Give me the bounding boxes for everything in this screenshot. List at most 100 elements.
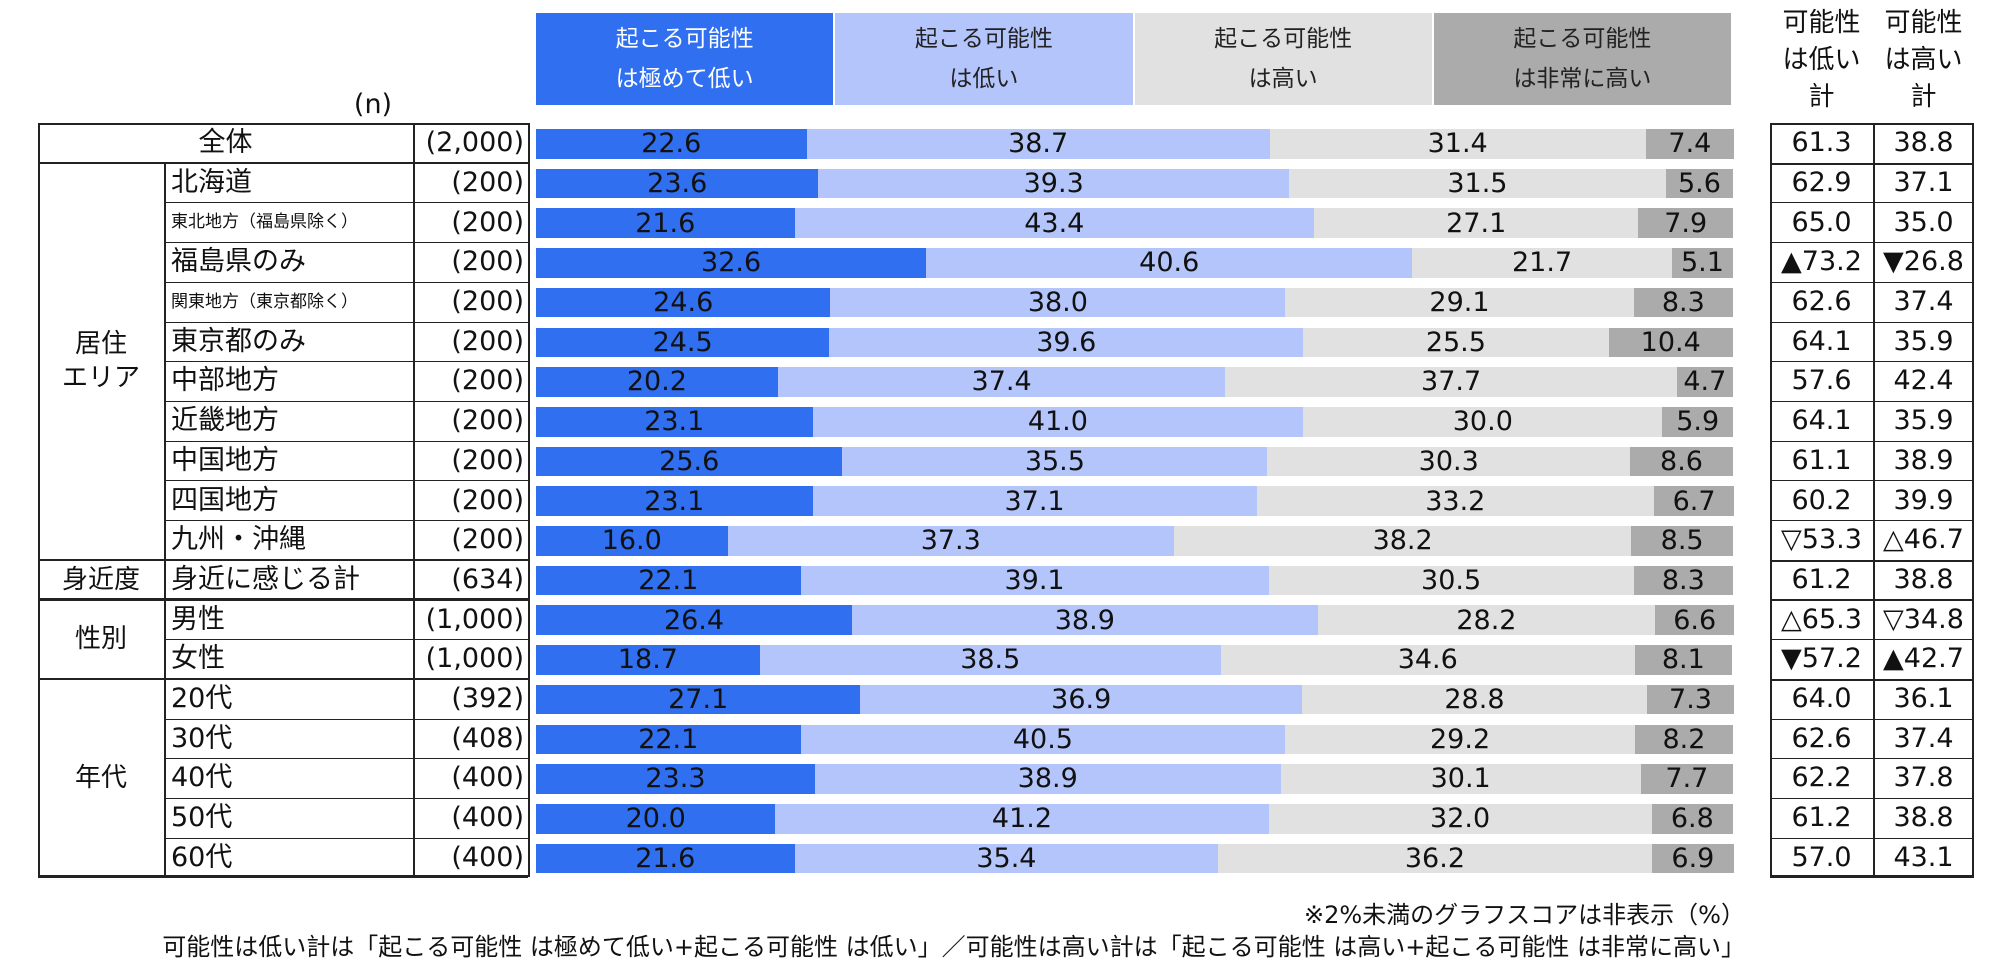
totals-row-separator	[1770, 162, 1974, 165]
bar-segment	[806, 129, 1270, 159]
group-separator	[38, 598, 528, 601]
bar-segment	[536, 645, 760, 675]
value-label: 37.4	[971, 366, 1032, 398]
row-label: 東京都のみ	[171, 325, 306, 357]
totals-row-separator	[1770, 361, 1974, 363]
bar-segment	[1174, 526, 1632, 556]
value-label: 38.9	[1017, 763, 1078, 795]
total-value: 35.9	[1893, 325, 1954, 357]
value-label: 36.9	[1051, 684, 1112, 716]
value-label: 5.6	[1677, 167, 1721, 199]
total-value: ▲73.2	[1781, 246, 1862, 278]
value-label: 23.6	[647, 167, 708, 199]
total-value: 35.0	[1893, 206, 1954, 238]
value-label: 38.5	[960, 644, 1021, 676]
bar-segment	[536, 168, 819, 199]
value-label: 8.2	[1662, 723, 1706, 755]
group-label: 性別	[74, 624, 127, 655]
totals-row-separator	[1770, 718, 1974, 720]
totals-border	[1770, 875, 1974, 879]
bar-segment	[926, 248, 1413, 278]
table-border	[38, 875, 528, 879]
total-value: 38.8	[1893, 563, 1954, 595]
bar-segment	[818, 168, 1289, 199]
row-separator	[164, 758, 528, 760]
value-label: 22.1	[638, 723, 699, 755]
total-value: 61.2	[1791, 563, 1852, 595]
n-label: (200)	[451, 166, 524, 198]
value-label: 8.6	[1660, 445, 1703, 477]
value-label: 8.1	[1661, 644, 1705, 676]
value-label: 22.1	[638, 564, 699, 596]
n-label: (634)	[451, 563, 524, 595]
row-label: 50代	[171, 802, 233, 834]
row-label: 全体	[198, 127, 253, 159]
bar-segment	[1655, 605, 1735, 636]
value-label: 28.8	[1444, 684, 1505, 716]
value-label: 28.2	[1456, 604, 1517, 636]
bar-segment	[536, 248, 927, 278]
total-value: ▲42.7	[1883, 643, 1964, 675]
n-label: (1,000)	[425, 603, 524, 635]
bar-segment	[1665, 168, 1733, 199]
total-value: 64.0	[1791, 683, 1852, 715]
totals-border	[1873, 123, 1875, 878]
row-label: 40代	[171, 762, 233, 794]
row-label: 30代	[171, 722, 233, 754]
group-divider	[164, 559, 166, 600]
bar-segment	[1285, 724, 1635, 755]
series-header: 起こる可能性 は低い	[835, 13, 1133, 105]
total-value: 37.8	[1893, 762, 1954, 794]
bar-segment	[536, 208, 795, 239]
row-separator	[164, 400, 528, 402]
value-label: 30.1	[1430, 763, 1491, 795]
row-label: 20代	[171, 683, 233, 715]
row-label: 東北地方（福島県除く）	[171, 212, 358, 233]
table-border	[38, 123, 528, 125]
bar-segment	[1285, 287, 1634, 318]
value-label: 40.5	[1012, 723, 1073, 755]
bar-segment	[1662, 406, 1733, 437]
value-label: 37.7	[1421, 366, 1482, 398]
group-separator	[38, 558, 528, 562]
row-label: 身近に感じる計	[171, 563, 360, 595]
bar-segment	[536, 446, 843, 477]
n-label: (400)	[451, 802, 524, 834]
footnote: 可能性は低い計は「起こる可能性 は極めて低い+起こる可能性 は低い」／可能性は高…	[162, 933, 1745, 961]
n-label: (408)	[451, 722, 524, 754]
value-label: 4.7	[1683, 366, 1727, 398]
n-label: (200)	[451, 524, 524, 556]
value-label: 7.3	[1669, 684, 1712, 716]
bar-segment	[536, 327, 830, 358]
totals-row-separator	[1770, 599, 1974, 602]
bar-segment	[812, 486, 1257, 516]
group-separator	[38, 677, 528, 681]
bar-segment	[775, 803, 1269, 834]
value-label: 23.1	[644, 406, 705, 438]
row-label: 北海道	[171, 166, 252, 198]
group-divider	[164, 599, 166, 679]
series-header: 起こる可能性 は極めて低い	[536, 13, 834, 105]
value-label: 21.6	[635, 207, 696, 239]
totals-border	[1770, 123, 1974, 125]
group-label: 身近度	[61, 564, 140, 595]
bar-segment	[1608, 327, 1733, 358]
bar-segment	[1256, 486, 1654, 516]
bar-segment	[1412, 248, 1672, 278]
bar-segment	[536, 526, 728, 556]
totals-row-separator	[1770, 202, 1974, 204]
value-label: 22.6	[641, 128, 702, 160]
bar-segment	[812, 406, 1304, 437]
value-label: 7.4	[1668, 128, 1712, 160]
n-header: (n)	[353, 89, 393, 121]
value-label: 6.9	[1671, 842, 1715, 874]
bar-segment	[1638, 208, 1733, 239]
row-separator	[164, 361, 528, 363]
bar-segment	[1269, 129, 1646, 159]
bar-segment	[1280, 764, 1641, 794]
totals-header: 可能性 は高い 計	[1884, 7, 1963, 112]
bar-segment	[1645, 129, 1735, 159]
bar-segment	[536, 406, 813, 437]
total-value: 65.0	[1791, 206, 1852, 238]
